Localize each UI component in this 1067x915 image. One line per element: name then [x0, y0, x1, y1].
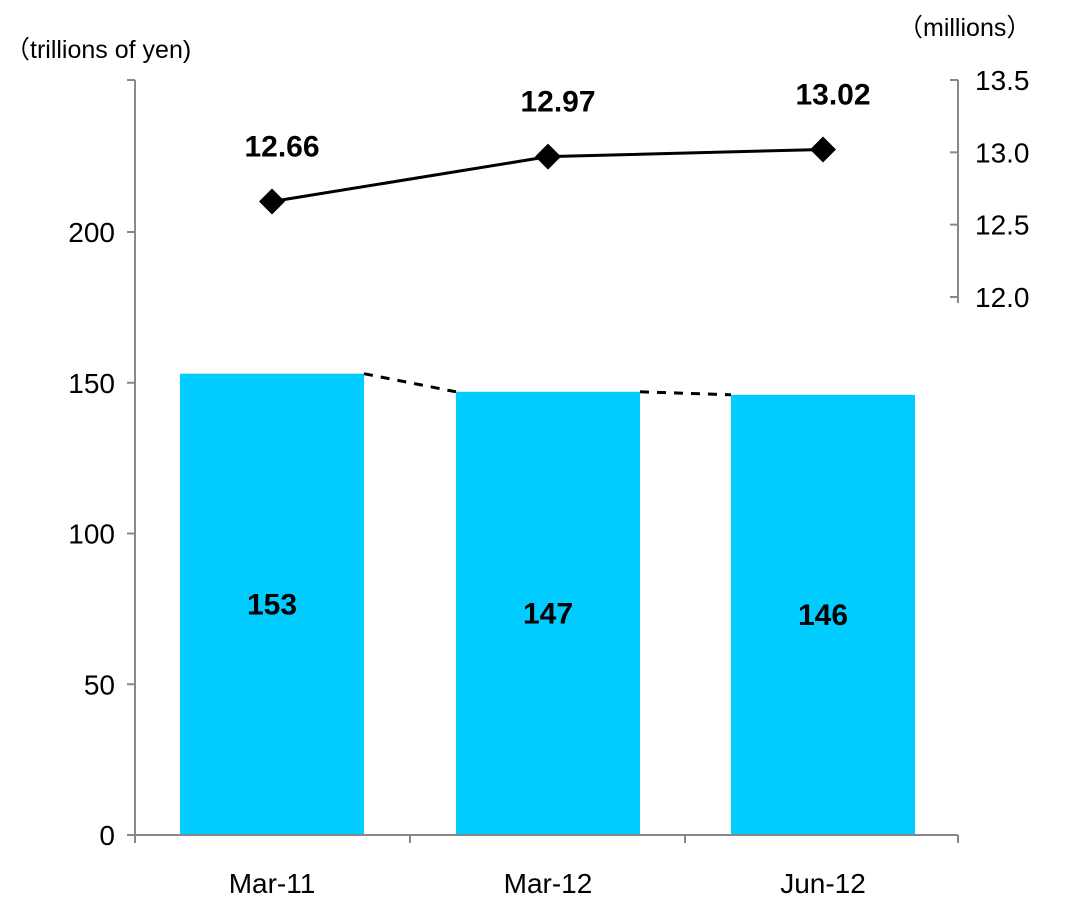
line-value-label: 13.02 [795, 78, 870, 111]
left-axis: 0 50 100 150 200 [68, 79, 136, 851]
x-axis-tick-label: Mar-12 [504, 868, 593, 899]
left-axis-tick-label: 100 [68, 519, 115, 550]
line-series: 12.66 12.97 13.02 [244, 78, 871, 215]
bar [731, 394, 915, 835]
left-axis-tick-label: 0 [99, 820, 115, 851]
line-point-marker [810, 136, 836, 163]
x-axis: Mar-11 Mar-12 Jun-12 [134, 834, 959, 899]
right-axis: 12.0 12.5 13.0 13.5 [950, 65, 1030, 313]
bar-value-label: 146 [798, 599, 848, 632]
right-axis-tick-label: 13.0 [975, 137, 1030, 168]
bar [180, 373, 364, 835]
line-point-marker [535, 143, 561, 170]
right-axis-tick-label: 12.5 [975, 210, 1030, 241]
bar-connectors [363, 372, 732, 397]
left-axis-unit-label: （trillions of yen) [5, 36, 191, 64]
left-axis-tick-label: 150 [68, 368, 115, 399]
bar-value-label: 147 [523, 597, 573, 630]
right-axis-tick-label: 12.0 [975, 282, 1030, 313]
line-point-marker [259, 188, 285, 215]
bar-value-label: 153 [247, 588, 297, 621]
bar-series: 153 147 146 [180, 373, 915, 835]
bar-connector-line [639, 390, 732, 397]
left-axis-tick-label: 200 [68, 217, 115, 248]
right-axis-tick-label: 13.5 [975, 65, 1030, 96]
x-axis-tick-label: Mar-11 [229, 868, 316, 899]
bar [456, 391, 640, 835]
bar-connector-line [363, 372, 457, 394]
line-value-label: 12.66 [244, 131, 319, 164]
right-axis-unit-label: （millions） [898, 14, 1031, 42]
line-value-label: 12.97 [520, 86, 595, 119]
left-axis-tick-label: 50 [84, 669, 115, 700]
x-axis-tick-label: Jun-12 [780, 868, 866, 899]
